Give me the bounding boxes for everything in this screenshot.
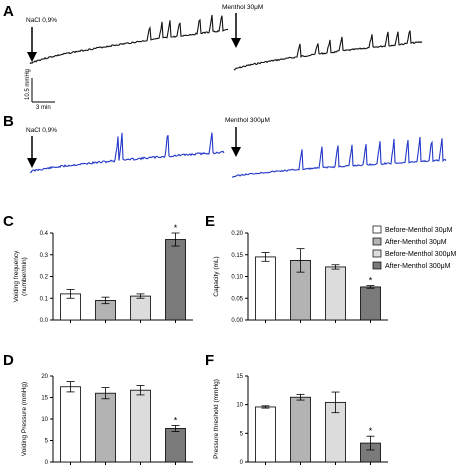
chart-c-bar-4 [165,239,186,321]
legend-label-4: After-Menthol 300μM [385,263,451,270]
chart-c-ylabel: Voiding frequency [13,250,20,302]
chart-d-ytick-label: 15 [41,396,48,402]
chart-d-bar-1 [60,386,81,463]
chart-c-ytick-label: 0.1 [40,296,49,302]
trace-a-menthol-label: Menthol 30μM [222,4,263,11]
chart-f-ytick-label: 10 [236,403,243,409]
legend: Before-Menthol 30μM After-Menthol 30μM B… [372,225,457,270]
scale-y-label: 10.5 mmHg [25,69,31,100]
trace-b-arrow-2 [231,127,241,157]
trace-a-nacl-label: NaCl 0,9% [26,17,57,24]
legend-label-2: After-Menthol 30μM [385,239,447,246]
chart-c-bar-3 [130,295,151,321]
panel-label-c: C [3,213,14,230]
chart-c-ytick-label: 0.0 [40,318,49,324]
trace-a-before-line [29,14,228,65]
panel-label-f: F [205,352,214,369]
chart-f-bar-2 [290,396,311,463]
chart-e-ytick-label: 0.00 [231,318,243,324]
legend-swatch-4 [372,261,382,270]
panel-label-e: E [205,213,215,230]
trace-b-menthol-label: Menthol 300μM [225,117,270,124]
trace-b-before-line [30,132,225,173]
chart-c-ytick-label: 0.4 [40,231,49,237]
chart-f-ylabel: Pressure threshold (mmHg) [213,379,220,459]
chart-d-ylabel: Voiding Pressure (mmHg) [21,382,28,456]
chart-c-ylabel: (number/min) [21,257,28,296]
trace-b-nacl-label: NaCl 0,9% [26,127,57,134]
chart-e-bar-1 [255,256,276,321]
chart-e-bar-3 [325,266,346,321]
chart-c-ytick-label: 0.3 [40,253,49,259]
chart-f-ytick-label: 15 [236,374,243,380]
chart-f-significance-star: * [369,426,373,436]
panel-label-a: A [3,3,14,20]
chart-e-ytick-label: 0.10 [231,275,243,281]
chart-d-ytick-label: 5 [45,439,49,445]
scale-bar [31,78,55,103]
chart-d-bar-2 [95,392,116,463]
legend-swatch-3 [372,249,382,258]
chart-e-significance-star: * [369,276,373,286]
trace-a-arrow-2 [231,13,241,48]
legend-label-3: Before-Menthol 300μM [385,251,457,258]
trace-b-after-line [231,136,447,178]
panel-label-d: D [3,352,14,369]
chart-e-bar-4 [360,286,381,321]
chart-d-bar-3 [130,389,151,463]
trace-a-arrow-1 [27,27,37,62]
trace-a-after-line [233,30,423,71]
panel-label-b: B [3,113,14,130]
chart-f-ytick-label: 0 [240,460,244,466]
chart-d-ytick-label: 10 [41,417,48,423]
chart-e-ytick-label: 0.20 [231,231,243,237]
chart-f-bar-1 [255,406,276,463]
legend-swatch-2 [372,237,382,246]
chart-d-significance-star: * [174,415,178,425]
scale-x-label: 3 min [36,105,51,111]
chart-d-ytick-label: 0 [45,460,49,466]
chart-d-ytick-label: 20 [41,374,48,380]
chart-c-ytick-label: 0.2 [40,275,49,281]
legend-label-1: Before-Menthol 30μM [385,227,453,234]
chart-f-ytick-label: 5 [240,431,244,437]
bar-charts: 0.0 0.1 0.2 0.3 0.4 Voiding frequency (number/… [13,223,388,466]
legend-swatch-1 [372,225,382,234]
chart-d-bar-4 [165,428,186,463]
trace-b-arrow-1 [27,136,37,168]
chart-e-ytick-label: 0.05 [231,296,243,302]
chart-e-ytick-label: 0.15 [231,253,243,259]
chart-c-significance-star: * [174,223,178,233]
chart-e-ylabel: Capacity (mL) [213,256,220,296]
